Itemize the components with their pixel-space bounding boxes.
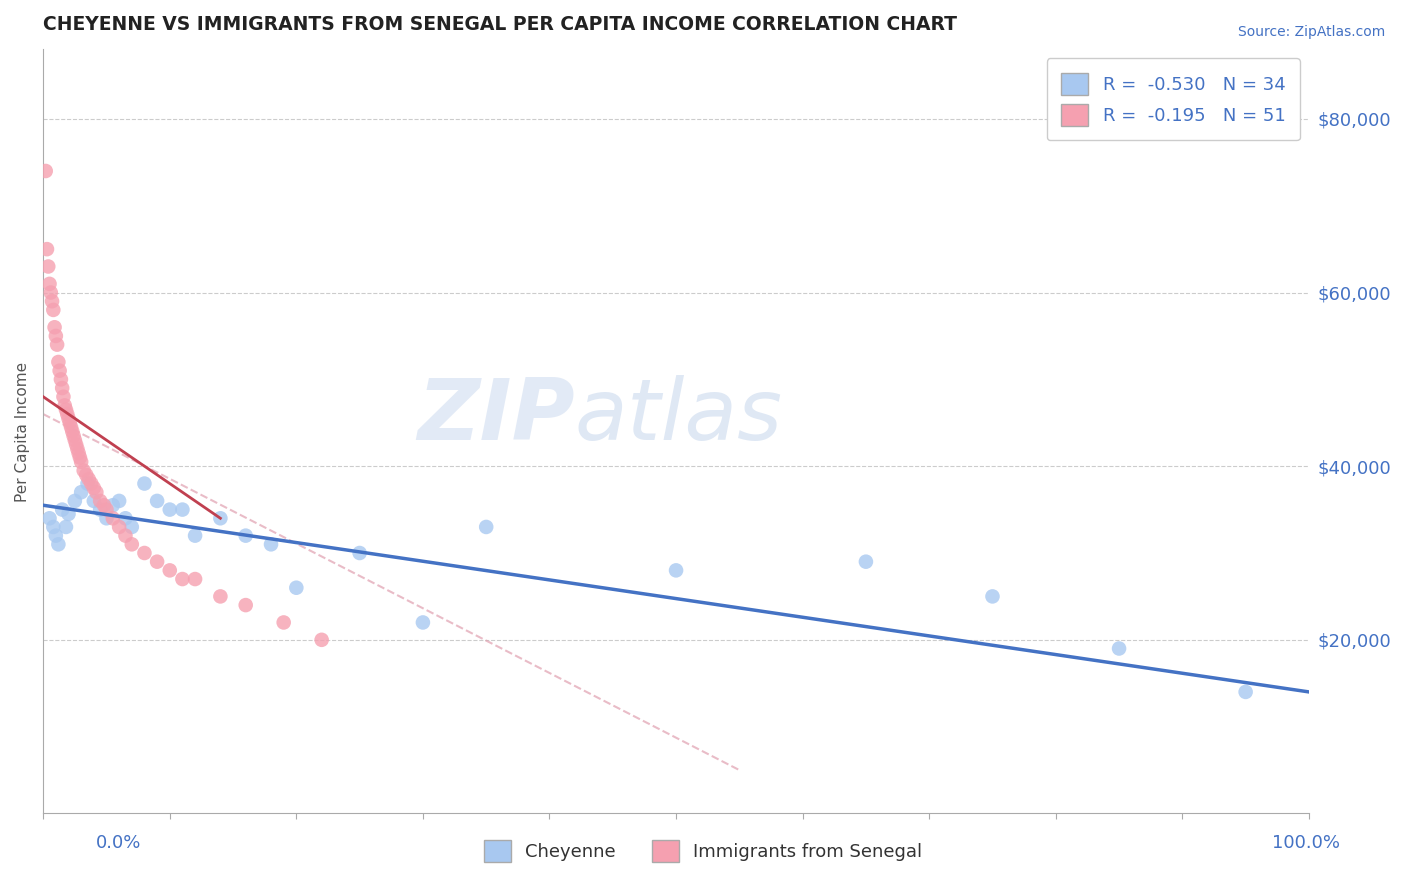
Point: [665, 563, 688, 577]
Point: [48, 537, 70, 551]
Point: [93, 498, 115, 512]
Point: [184, 572, 207, 586]
Point: [285, 581, 308, 595]
Point: [48, 355, 70, 369]
Point: [83, 494, 105, 508]
Text: 100.0%: 100.0%: [1272, 834, 1340, 852]
Point: [76, 476, 98, 491]
Point: [75, 467, 97, 482]
Point: [855, 555, 877, 569]
Point: [49, 372, 72, 386]
Point: [58, 507, 80, 521]
Point: [45, 528, 67, 542]
Point: [311, 632, 333, 647]
Point: [38, 277, 60, 291]
Point: [80, 476, 103, 491]
Point: [235, 598, 257, 612]
Point: [38, 511, 60, 525]
Point: [35, 164, 58, 178]
Text: Source: ZipAtlas.com: Source: ZipAtlas.com: [1237, 25, 1385, 39]
Point: [159, 502, 181, 516]
Point: [51, 381, 73, 395]
Point: [349, 546, 371, 560]
Point: [134, 476, 156, 491]
Point: [83, 481, 105, 495]
Point: [101, 511, 124, 525]
Point: [42, 302, 65, 317]
Point: [108, 520, 131, 534]
Point: [63, 494, 86, 508]
Point: [70, 455, 93, 469]
Point: [96, 511, 118, 525]
Point: [134, 546, 156, 560]
Point: [1234, 685, 1257, 699]
Point: [73, 463, 96, 477]
Point: [46, 337, 69, 351]
Point: [273, 615, 295, 630]
Point: [41, 294, 63, 309]
Point: [65, 437, 87, 451]
Point: [44, 320, 66, 334]
Point: [981, 590, 1004, 604]
Point: [35, 242, 58, 256]
Point: [70, 485, 93, 500]
Point: [56, 407, 79, 421]
Point: [114, 528, 136, 542]
Point: [67, 446, 90, 460]
Point: [62, 429, 84, 443]
Point: [59, 416, 82, 430]
Point: [101, 498, 124, 512]
Point: [96, 502, 118, 516]
Point: [86, 485, 108, 500]
Point: [60, 420, 83, 434]
Point: [45, 329, 67, 343]
Point: [55, 402, 77, 417]
Text: ZIP: ZIP: [418, 375, 575, 458]
Point: [114, 511, 136, 525]
Point: [172, 572, 194, 586]
Point: [209, 590, 232, 604]
Point: [58, 411, 80, 425]
Point: [42, 520, 65, 534]
Point: [60, 425, 83, 439]
Point: [89, 502, 111, 516]
Point: [146, 555, 169, 569]
Point: [475, 520, 498, 534]
Point: [48, 364, 70, 378]
Point: [51, 502, 73, 516]
Legend: Cheyenne, Immigrants from Senegal: Cheyenne, Immigrants from Senegal: [477, 833, 929, 870]
Point: [159, 563, 181, 577]
Text: atlas: atlas: [575, 375, 783, 458]
Point: [209, 511, 232, 525]
Point: [39, 285, 62, 300]
Text: CHEYENNE VS IMMIGRANTS FROM SENEGAL PER CAPITA INCOME CORRELATION CHART: CHEYENNE VS IMMIGRANTS FROM SENEGAL PER …: [44, 15, 957, 34]
Point: [52, 390, 75, 404]
Point: [172, 502, 194, 516]
Point: [121, 520, 143, 534]
Point: [77, 472, 100, 486]
Point: [121, 537, 143, 551]
Point: [63, 433, 86, 447]
Point: [260, 537, 283, 551]
Point: [184, 528, 207, 542]
Point: [412, 615, 434, 630]
Point: [108, 494, 131, 508]
Point: [66, 442, 89, 456]
Legend: R =  -0.530   N = 34, R =  -0.195   N = 51: R = -0.530 N = 34, R = -0.195 N = 51: [1046, 59, 1301, 140]
Point: [89, 494, 111, 508]
Point: [235, 528, 257, 542]
Y-axis label: Per Capita Income: Per Capita Income: [15, 361, 30, 501]
Point: [37, 260, 59, 274]
Text: 0.0%: 0.0%: [96, 834, 141, 852]
Point: [69, 450, 91, 465]
Point: [146, 494, 169, 508]
Point: [55, 520, 77, 534]
Point: [53, 398, 76, 412]
Point: [1108, 641, 1130, 656]
